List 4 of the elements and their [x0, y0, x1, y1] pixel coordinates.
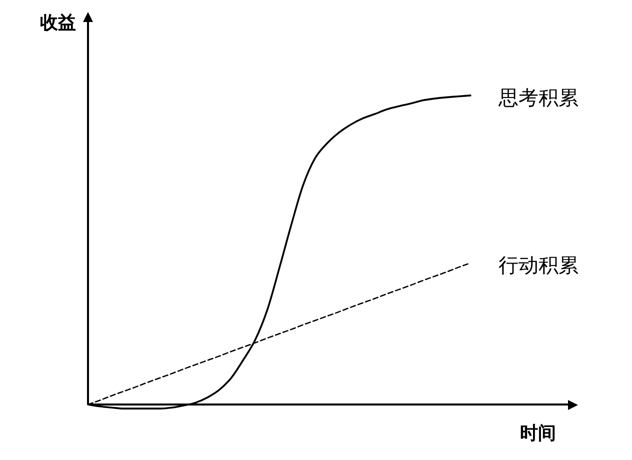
x-axis-title: 时间: [520, 423, 556, 444]
series-label: 思考积累: [497, 86, 578, 110]
series-label: 行动积累: [498, 253, 578, 278]
y-axis-title: 收益: [40, 12, 76, 34]
